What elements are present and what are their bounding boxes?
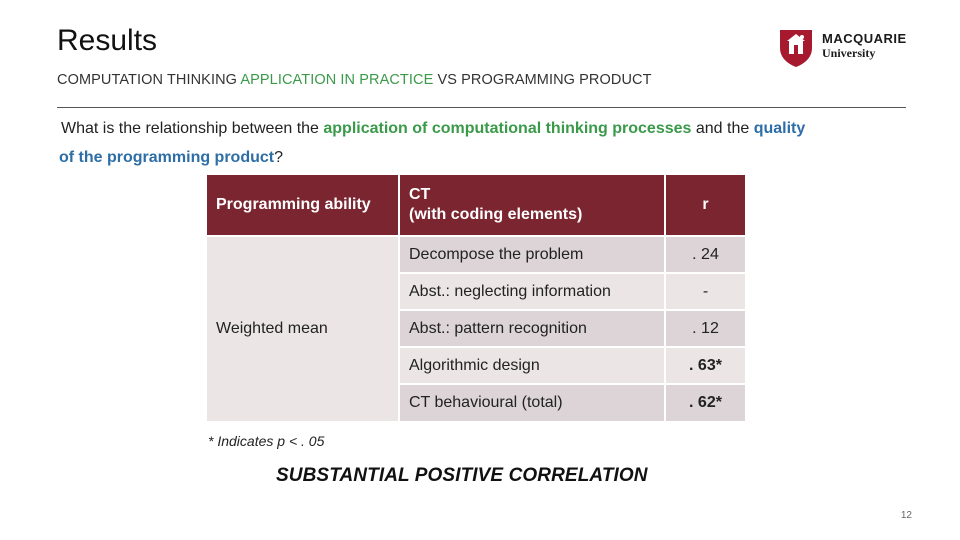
cell-text: Algorithmic design [409, 356, 540, 374]
cell-text: . 24 [692, 245, 719, 263]
table-row-r: . 63* [666, 348, 745, 383]
cell-text: . 12 [692, 319, 719, 337]
subtitle-part: COMPUTATION THINKING [57, 72, 241, 88]
header-label: (with coding elements) [409, 206, 583, 223]
subtitle-part: PROGRAMMING PRODUCT [461, 72, 652, 88]
row-group-weighted-mean: Weighted mean [207, 237, 398, 421]
page-number: 12 [900, 510, 912, 521]
logo-name: MACQUARIE [822, 31, 907, 46]
university-logo: MACQUARIE University [778, 28, 906, 68]
conclusion: SUBSTANTIAL POSITIVE CORRELATION [276, 465, 648, 486]
row-group-label: Weighted mean [216, 320, 328, 337]
header-label: Programming ability [216, 196, 371, 213]
header-label: CT [409, 186, 431, 203]
question-text: What is the relationship between the [61, 120, 324, 137]
question-highlight-application: application of computational thinking pr… [323, 120, 692, 137]
table-row-ct: Abst.: pattern recognition [400, 311, 664, 346]
header-label: r [702, 196, 709, 213]
question-text: ? [274, 149, 284, 166]
footnote: * Indicates p < . 05 [208, 433, 325, 449]
cell-text: - [702, 282, 709, 300]
header-r: r [666, 175, 745, 235]
header-ct: CT (with coding elements) [400, 175, 664, 235]
table-row-ct: Algorithmic design [400, 348, 664, 383]
cell-text: . 63* [689, 356, 722, 374]
question-highlight-quality: quality [753, 120, 806, 137]
slide-subtitle: COMPUTATION THINKING APPLICATION IN PRAC… [57, 72, 652, 88]
cell-text: Abst.: neglecting information [409, 282, 611, 300]
logo-subtitle: University [822, 46, 876, 60]
cell-text: Decompose the problem [409, 245, 584, 263]
table-row-ct: CT behavioural (total) [400, 385, 664, 421]
question-text: and the [691, 120, 754, 137]
table-row-ct: Decompose the problem [400, 237, 664, 272]
divider [57, 107, 906, 108]
table-row-r: - [666, 274, 745, 309]
table-row-r: . 24 [666, 237, 745, 272]
table-row-r: . 12 [666, 311, 745, 346]
cell-text: Abst.: pattern recognition [409, 319, 587, 337]
header-programming-ability: Programming ability [207, 175, 398, 235]
subtitle-highlight-application: APPLICATION IN PRACTICE [240, 72, 434, 88]
slide-title: Results [57, 24, 158, 57]
shield-crest-icon [780, 30, 812, 67]
research-question: What is the relationship between the app… [59, 114, 921, 172]
table-row-r: . 62* [666, 385, 745, 421]
question-highlight-product: of the programming product [59, 149, 275, 166]
cell-text: CT behavioural (total) [409, 394, 563, 411]
cell-text: . 62* [689, 394, 722, 411]
table-row-ct: Abst.: neglecting information [400, 274, 664, 309]
subtitle-part: VS [433, 72, 462, 88]
